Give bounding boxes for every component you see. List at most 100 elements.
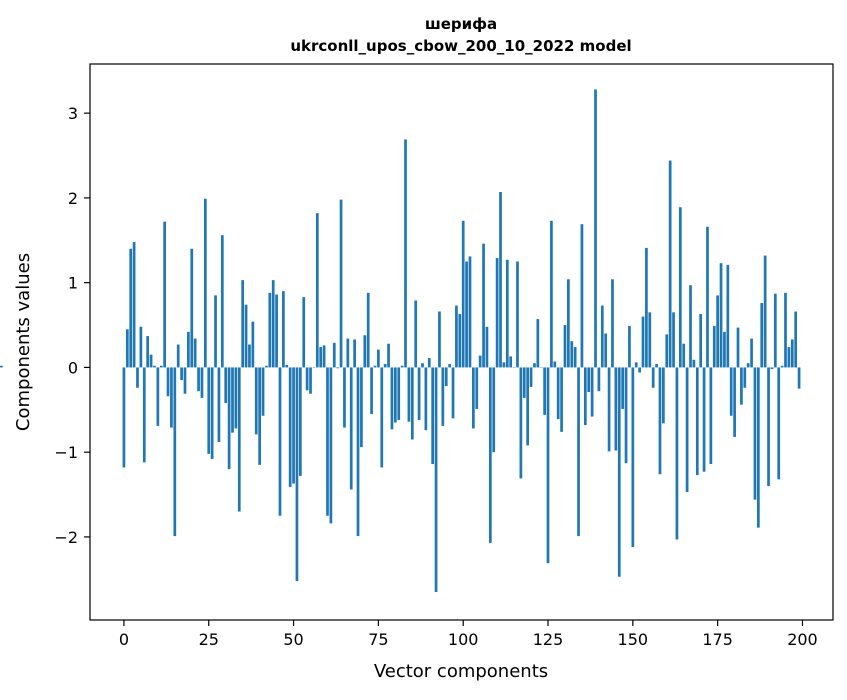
- bar-74: [374, 366, 377, 368]
- bar-5: [140, 327, 143, 368]
- bar-22: [197, 367, 200, 391]
- bar-189: [764, 256, 767, 368]
- bar-119: [526, 367, 529, 445]
- bar-79: [391, 367, 394, 429]
- bar-187: [757, 367, 760, 527]
- bar-171: [703, 367, 706, 471]
- bar-112: [503, 362, 506, 367]
- bar-26: [211, 367, 214, 459]
- bar-96: [448, 364, 451, 367]
- bar-25: [207, 367, 210, 453]
- bar-145: [615, 367, 618, 450]
- bar-23: [201, 367, 204, 398]
- bar-18: [184, 367, 187, 393]
- y-tick-label: −1: [54, 443, 78, 462]
- bar-94: [441, 367, 444, 425]
- bar-117: [520, 367, 523, 478]
- y-tick-label: 3: [68, 104, 78, 123]
- bar-76: [380, 367, 383, 467]
- bar-58: [319, 347, 322, 367]
- bar-197: [791, 339, 794, 367]
- bar-81: [397, 367, 400, 420]
- bar-60: [326, 367, 329, 515]
- bar-19: [187, 332, 190, 368]
- bar-121: [533, 363, 536, 367]
- bar-83: [404, 139, 407, 367]
- bar-108: [489, 367, 492, 542]
- bar-150: [631, 367, 634, 547]
- bar-153: [642, 317, 645, 368]
- bar-132: [570, 341, 573, 367]
- bar-45: [275, 295, 278, 368]
- bar-47: [282, 291, 285, 367]
- y-tick-label: 0: [68, 358, 78, 377]
- bar-44: [272, 280, 275, 367]
- bar-192: [774, 294, 777, 368]
- bar-177: [723, 332, 726, 368]
- bar-133: [574, 347, 577, 367]
- y-axis-label: Components values: [13, 253, 34, 431]
- bar-159: [662, 367, 665, 423]
- bar-166: [686, 367, 689, 492]
- bar-78: [387, 344, 390, 368]
- bar-55: [309, 367, 312, 393]
- bar-42: [265, 366, 268, 368]
- bar-97: [452, 367, 455, 418]
- bar-13: [167, 367, 170, 396]
- chart-subtitle: ukrconll_upos_cbow_200_10_2022 model: [290, 37, 631, 55]
- bar-174: [713, 326, 716, 368]
- bar-41: [262, 367, 265, 415]
- bar-183: [743, 367, 746, 387]
- bar-155: [648, 312, 651, 367]
- bar-161: [669, 161, 672, 368]
- bar-66: [346, 339, 349, 368]
- bar-90: [428, 358, 431, 367]
- bar-36: [245, 305, 248, 368]
- bar-191: [771, 367, 774, 369]
- bar-134: [577, 367, 580, 536]
- bar-181: [737, 328, 740, 368]
- x-tick-label: 25: [199, 630, 219, 649]
- bar-104: [475, 367, 478, 409]
- bar-68: [353, 339, 356, 367]
- bar-169: [696, 367, 699, 475]
- bar-180: [733, 367, 736, 437]
- bar-136: [584, 367, 587, 425]
- bar-100: [462, 221, 465, 368]
- bar-21: [194, 339, 197, 368]
- bar-32: [231, 367, 234, 432]
- bar-146: [618, 367, 621, 576]
- y-tick-label: −2: [54, 528, 78, 547]
- bar-179: [730, 367, 733, 415]
- bar-154: [645, 248, 648, 368]
- bar-151: [635, 362, 638, 367]
- x-tick-label: 100: [448, 630, 479, 649]
- x-tick-label: 125: [533, 630, 564, 649]
- bar-10: [156, 367, 159, 425]
- bar-48: [285, 365, 288, 368]
- bar-139: [594, 89, 597, 367]
- bar-106: [482, 244, 485, 368]
- bar-16: [177, 345, 180, 368]
- bar-51: [296, 367, 299, 581]
- bar-91: [431, 367, 434, 464]
- x-tick-label: 200: [787, 630, 818, 649]
- bar-72: [367, 293, 370, 368]
- bar-67: [350, 367, 353, 489]
- bar-124: [543, 367, 546, 414]
- bar-52: [299, 367, 302, 475]
- y-tick-label: 1: [68, 274, 78, 293]
- bar-77: [384, 364, 387, 367]
- bar-73: [370, 367, 373, 414]
- bar-113: [506, 260, 509, 368]
- bar-86: [414, 300, 417, 367]
- bar-89: [425, 367, 428, 430]
- bar-28: [218, 367, 221, 442]
- bar-158: [659, 367, 662, 474]
- bar-126: [550, 221, 553, 368]
- bar-38: [251, 322, 254, 368]
- bar-59: [323, 345, 326, 367]
- bar-88: [421, 363, 424, 367]
- bar-148: [625, 367, 628, 463]
